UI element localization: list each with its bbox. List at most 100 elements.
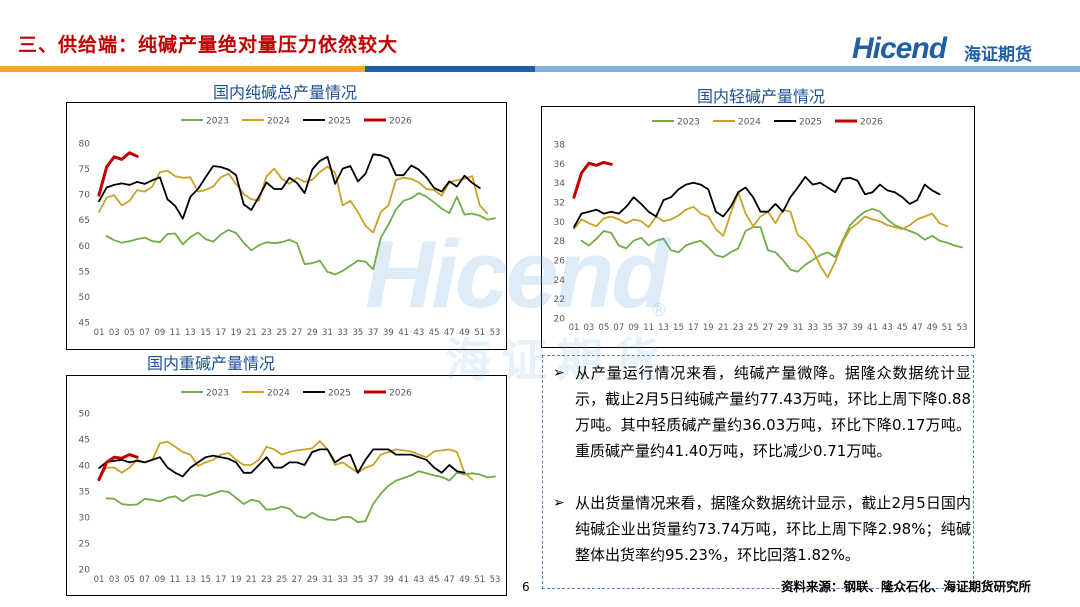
x-tick-label: 25	[276, 328, 287, 338]
legend-label-2023: 2023	[206, 389, 229, 399]
x-tick-label: 37	[368, 328, 379, 338]
x-tick-label: 11	[643, 323, 654, 333]
logo-text-cn: 海证期货	[964, 45, 1032, 65]
x-tick-label: 37	[837, 323, 848, 333]
legend-label-2024: 2024	[267, 389, 290, 399]
x-tick-label: 53	[490, 575, 501, 585]
commentary-paragraph-1: 从产量运行情况来看，纯碱产量微降。据隆众数据统计显示，截止2月5日纯碱产量约77…	[575, 364, 971, 460]
x-tick-label: 53	[957, 323, 968, 333]
y-tick-label: 20	[554, 315, 566, 325]
x-tick-label: 41	[398, 328, 409, 338]
x-tick-label: 39	[383, 575, 394, 585]
x-tick-label: 23	[261, 328, 272, 338]
x-tick-label: 09	[155, 328, 166, 338]
y-tick-label: 80	[79, 140, 91, 150]
x-tick-label: 41	[398, 575, 409, 585]
y-tick-label: 24	[554, 276, 566, 286]
y-tick-label: 75	[79, 165, 90, 175]
legend-label-2026: 2026	[389, 117, 412, 127]
legend-label-2025: 2025	[328, 389, 351, 399]
x-tick-label: 15	[200, 575, 211, 585]
x-tick-label: 29	[307, 575, 318, 585]
x-tick-label: 17	[688, 323, 699, 333]
x-tick-label: 27	[292, 328, 303, 338]
x-tick-label: 31	[322, 328, 333, 338]
x-tick-label: 53	[490, 328, 501, 338]
x-tick-label: 21	[246, 575, 257, 585]
x-tick-label: 09	[628, 323, 639, 333]
x-tick-label: 07	[139, 328, 150, 338]
x-tick-label: 31	[322, 575, 333, 585]
legend-label-2023: 2023	[206, 117, 229, 127]
x-tick-label: 11	[170, 328, 181, 338]
legend-label-2025: 2025	[799, 118, 822, 128]
x-tick-label: 23	[261, 575, 272, 585]
chart-title-heavy: 国内重碱产量情况	[146, 354, 275, 373]
x-tick-label: 07	[139, 575, 150, 585]
y-tick-label: 40	[79, 462, 91, 472]
x-tick-label: 33	[337, 328, 348, 338]
x-tick-label: 45	[429, 328, 440, 338]
x-tick-label: 07	[613, 323, 624, 333]
x-tick-label: 51	[474, 575, 485, 585]
x-tick-label: 41	[867, 323, 878, 333]
x-tick-label: 01	[94, 328, 105, 338]
x-tick-label: 03	[109, 575, 120, 585]
x-tick-label: 49	[459, 328, 470, 338]
y-tick-label: 60	[79, 242, 91, 252]
y-tick-label: 50	[79, 410, 91, 420]
x-tick-label: 05	[124, 575, 135, 585]
y-tick-label: 70	[79, 191, 91, 201]
y-tick-label: 22	[554, 295, 565, 305]
x-tick-label: 03	[584, 323, 595, 333]
x-tick-label: 17	[215, 328, 226, 338]
x-tick-label: 35	[353, 328, 364, 338]
x-tick-label: 29	[307, 328, 318, 338]
x-tick-label: 39	[852, 323, 863, 333]
x-tick-label: 03	[109, 328, 120, 338]
chart-panel-light: 20 22 24 26 28 30 32 34 36 38 01 03 05 07 09 11 13 15 17 19…	[541, 106, 975, 348]
y-tick-label: 35	[79, 488, 90, 498]
chart-light: 20 22 24 26 28 30 32 34 36 38 01 03 05 07 09 11 13 15 17 19…	[554, 118, 968, 334]
y-tick-label: 30	[554, 218, 566, 228]
x-tick-label: 25	[276, 575, 287, 585]
legend-label-2026: 2026	[389, 389, 412, 399]
bullet-arrow-icon: ➢	[553, 495, 565, 511]
x-tick-label: 29	[778, 323, 789, 333]
series-line-2025	[98, 448, 466, 478]
x-tick-label: 21	[246, 328, 257, 338]
data-source: 资料来源：钢联、隆众石化、海证期货研究所	[781, 579, 1032, 594]
x-tick-label: 49	[459, 575, 470, 585]
x-tick-label: 21	[718, 323, 729, 333]
x-tick-label: 01	[94, 575, 105, 585]
chart-panel-total: 45 50 55 60 65 70 75 80 01 03 05 07 09 11 13 15 17 19 21 23…	[66, 102, 507, 350]
x-tick-label: 47	[444, 328, 455, 338]
x-tick-label: 05	[598, 323, 609, 333]
series-line-2026	[572, 160, 613, 199]
y-tick-label: 65	[79, 216, 90, 226]
series-line-2023	[105, 192, 496, 276]
y-tick-label: 28	[554, 237, 566, 247]
header-bar-lightblue	[535, 66, 1080, 72]
y-tick-label: 26	[554, 257, 566, 267]
series-line-2026	[97, 453, 139, 482]
x-tick-label: 19	[231, 328, 242, 338]
x-tick-label: 13	[185, 575, 196, 585]
series-line-2023	[105, 470, 496, 524]
chart-panel-heavy: 20 25 30 35 40 45 50 01 03 05 07 09 11 13 15 17 19 21 23 25…	[66, 375, 507, 596]
x-tick-label: 27	[763, 323, 774, 333]
x-tick-label: 25	[748, 323, 759, 333]
y-tick-label: 34	[554, 179, 566, 189]
legend-label-2024: 2024	[738, 118, 761, 128]
x-tick-label: 43	[413, 328, 424, 338]
x-tick-label: 35	[353, 575, 364, 585]
x-tick-label: 19	[231, 575, 242, 585]
x-tick-label: 51	[474, 328, 485, 338]
x-tick-label: 17	[215, 575, 226, 585]
header-bar-orange	[0, 66, 365, 72]
x-tick-label: 11	[170, 575, 181, 585]
x-tick-label: 33	[807, 323, 818, 333]
x-tick-label: 51	[942, 323, 953, 333]
page-number: 6	[522, 580, 530, 594]
y-tick-label: 50	[79, 293, 91, 303]
